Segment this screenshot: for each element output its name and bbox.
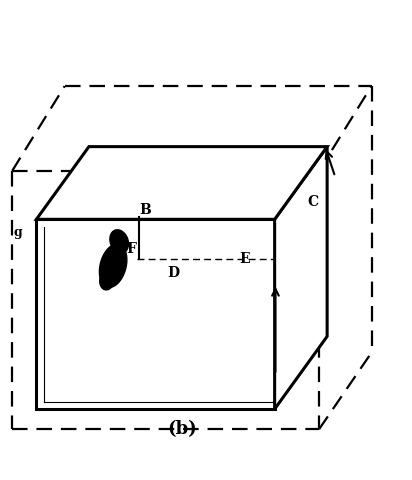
Polygon shape: [36, 147, 327, 220]
Polygon shape: [100, 270, 115, 290]
Text: C: C: [307, 195, 318, 209]
Text: E: E: [239, 251, 250, 265]
Text: B: B: [140, 203, 151, 217]
Text: g: g: [14, 226, 23, 239]
Polygon shape: [36, 220, 275, 409]
Text: F: F: [126, 241, 136, 255]
Polygon shape: [275, 147, 327, 409]
Polygon shape: [99, 244, 127, 288]
Polygon shape: [110, 230, 129, 254]
Text: (b): (b): [167, 420, 197, 437]
Text: D: D: [168, 265, 180, 279]
